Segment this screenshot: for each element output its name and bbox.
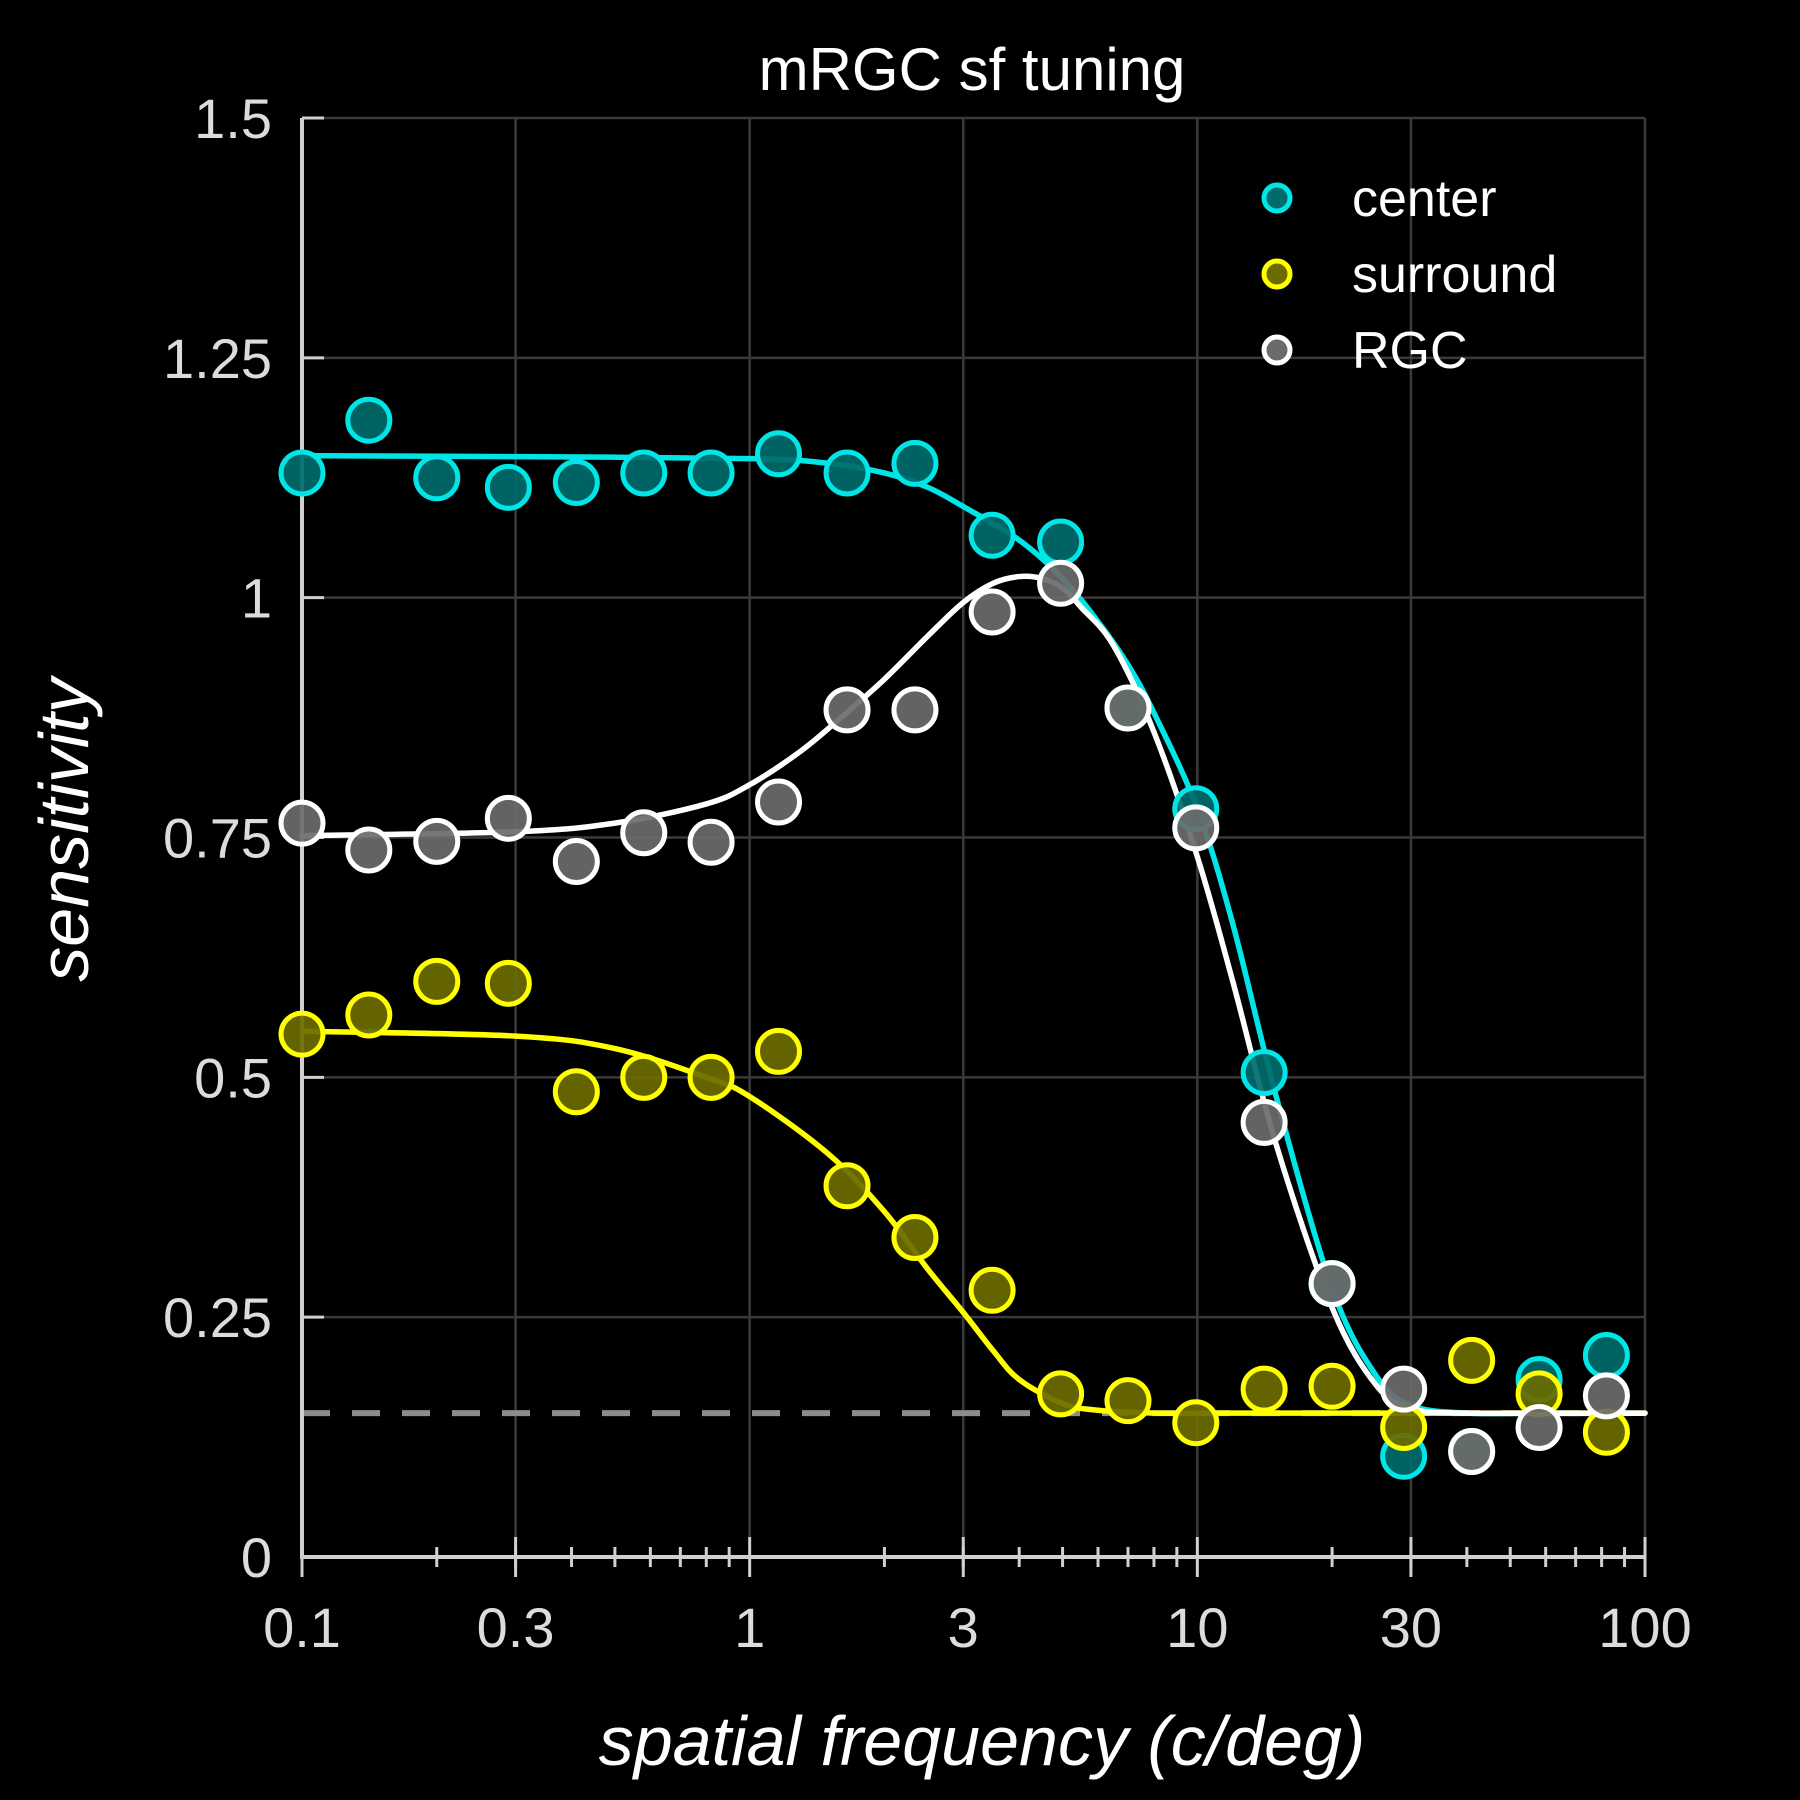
x-tick-label: 0.3 <box>477 1596 555 1659</box>
point-rgc <box>1582 1372 1630 1420</box>
point-rgc <box>278 799 326 847</box>
point-rgc <box>1448 1427 1496 1475</box>
point-center <box>1037 518 1085 566</box>
legend-marker-surround <box>1261 258 1293 290</box>
x-tick-label: 10 <box>1166 1596 1228 1659</box>
point-rgc <box>620 809 668 857</box>
point-center <box>413 454 461 502</box>
chart-title: mRGC sf tuning <box>759 36 1186 103</box>
point-center <box>1582 1332 1630 1380</box>
y-tick-label: 0 <box>241 1526 272 1589</box>
point-rgc <box>755 778 803 826</box>
point-center <box>755 430 803 478</box>
point-rgc <box>1240 1098 1288 1146</box>
y-tick-label: 0.75 <box>163 807 272 870</box>
y-tick-label: 0.25 <box>163 1286 272 1349</box>
point-center <box>823 449 871 497</box>
point-surround <box>552 1068 600 1116</box>
point-surround <box>484 959 532 1007</box>
point-rgc <box>552 837 600 885</box>
axes: 0 0.25 0.5 0.75 1 1.25 1.5 0.1 0.3 1 3 10 30 100 <box>163 87 1692 1659</box>
y-tick-label: 1.25 <box>163 327 272 390</box>
point-rgc <box>484 794 532 842</box>
point-rgc <box>1172 804 1220 852</box>
point-rgc <box>1037 559 1085 607</box>
point-center <box>552 459 600 507</box>
point-surround <box>345 991 393 1039</box>
point-center <box>968 511 1016 559</box>
x-tick-label: 0.1 <box>263 1596 341 1659</box>
point-rgc <box>823 686 871 734</box>
point-center <box>345 396 393 444</box>
data-points <box>278 396 1630 1480</box>
point-rgc <box>1380 1365 1428 1413</box>
point-surround <box>1380 1403 1428 1451</box>
point-surround <box>1037 1370 1085 1418</box>
point-rgc <box>1515 1403 1563 1451</box>
point-surround <box>1104 1377 1152 1425</box>
point-center <box>1240 1049 1288 1097</box>
point-surround <box>1240 1365 1288 1413</box>
x-tick-label: 100 <box>1598 1596 1691 1659</box>
y-tick-label: 1.5 <box>194 87 272 150</box>
point-center <box>278 449 326 497</box>
point-surround <box>687 1053 735 1101</box>
x-tick-label: 3 <box>948 1596 979 1659</box>
point-center <box>891 439 939 487</box>
point-rgc <box>345 826 393 874</box>
point-surround <box>823 1162 871 1210</box>
legend-label-surround: surround <box>1352 246 1557 304</box>
point-surround <box>1172 1399 1220 1447</box>
legend: center surround RGC <box>1261 170 1557 380</box>
legend-marker-center <box>1261 182 1293 214</box>
point-surround <box>620 1053 668 1101</box>
point-rgc <box>1308 1260 1356 1308</box>
point-surround <box>891 1214 939 1262</box>
point-rgc <box>687 818 735 866</box>
point-rgc <box>891 686 939 734</box>
point-rgc <box>1104 684 1152 732</box>
point-surround <box>413 957 461 1005</box>
point-rgc <box>413 817 461 865</box>
y-tick-label: 0.5 <box>194 1046 272 1109</box>
point-surround <box>1448 1336 1496 1384</box>
point-surround <box>278 1010 326 1058</box>
y-axis-label: sensitivity <box>25 674 103 981</box>
point-center <box>484 463 532 511</box>
legend-label-center: center <box>1352 170 1497 228</box>
point-center <box>687 449 735 497</box>
legend-label-rgc: RGC <box>1352 322 1468 380</box>
x-tick-label: 30 <box>1380 1596 1442 1659</box>
point-surround <box>1308 1362 1356 1410</box>
point-rgc <box>968 588 1016 636</box>
point-surround <box>968 1266 1016 1314</box>
point-center <box>620 449 668 497</box>
legend-marker-rgc <box>1261 334 1293 366</box>
x-axis-label: spatial frequency (c/deg) <box>599 1702 1366 1780</box>
point-surround <box>755 1027 803 1075</box>
x-tick-label: 1 <box>734 1596 765 1659</box>
y-tick-label: 1 <box>241 567 272 630</box>
